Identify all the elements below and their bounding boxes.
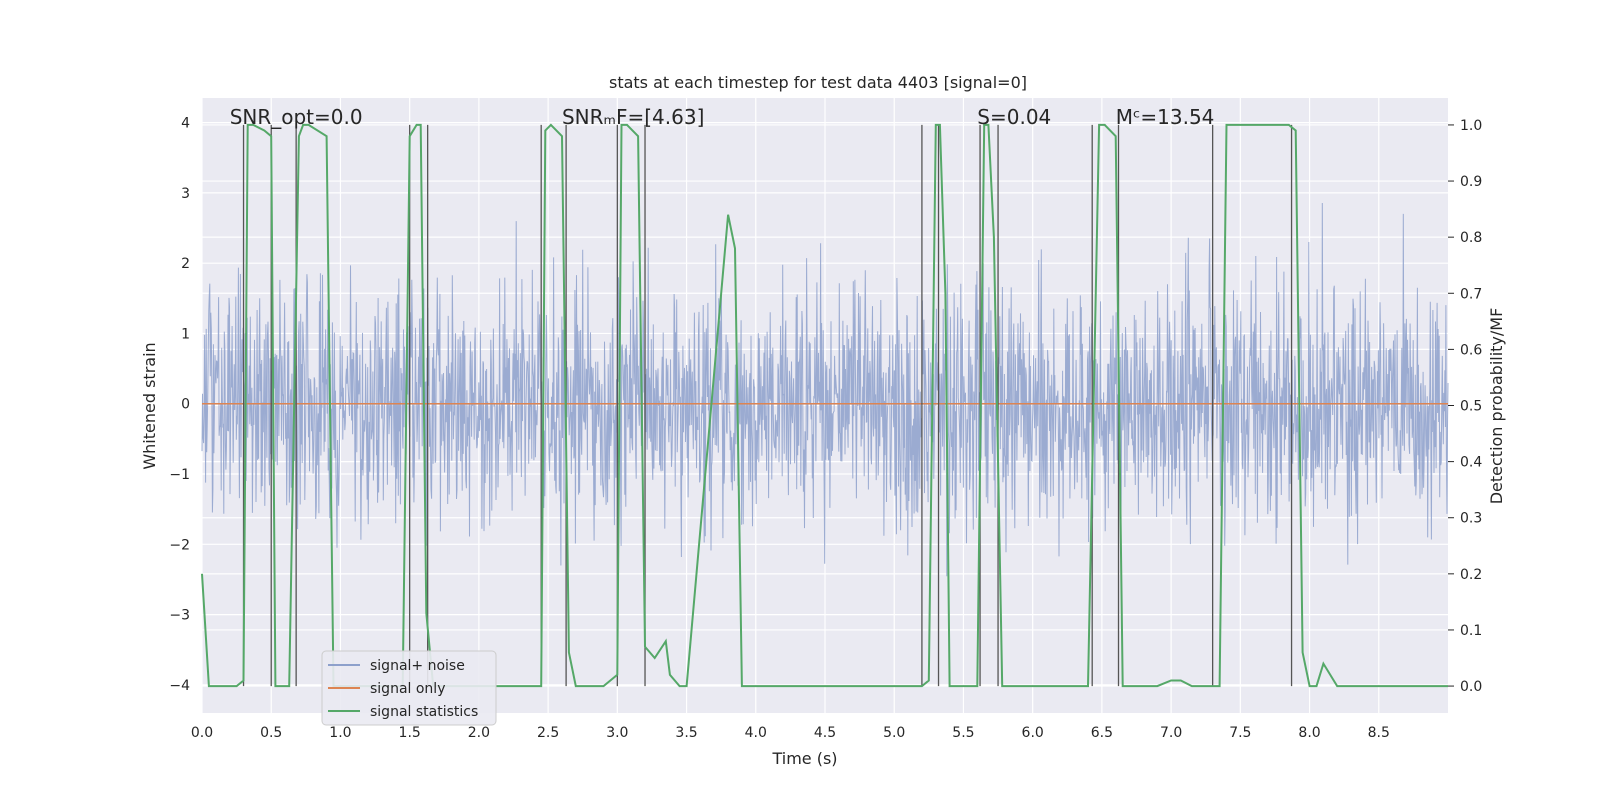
y2-tick-label: 0.0 — [1460, 679, 1482, 695]
y-axis-ticks: −4 −3 −2 −1 0 1 2 3 4 — [169, 116, 190, 694]
y2-tick-label: 0.5 — [1460, 399, 1482, 415]
annotations: SNR_opt=0.0 SNRₘF=[4.63] S=0.04 Mᶜ=13.54 — [230, 105, 1215, 129]
y2-tick-label: 0.2 — [1460, 567, 1482, 583]
y-tick-label: −4 — [169, 678, 190, 694]
chart-title: stats at each timestep for test data 440… — [609, 73, 1027, 92]
y-axis-label: Whitened strain — [140, 342, 159, 469]
y-tick-label: 2 — [181, 256, 190, 272]
x-tick-label: 7.0 — [1160, 725, 1182, 741]
annotation-text: S=0.04 — [977, 105, 1051, 129]
x-tick-label: 6.5 — [1091, 725, 1113, 741]
x-tick-label: 5.5 — [952, 725, 974, 741]
y2-axis-ticks: 0.0 0.1 0.2 0.3 0.4 0.5 0.6 0.7 0.8 0.9 1.0 — [1448, 118, 1482, 695]
y2-tick-label: 0.4 — [1460, 455, 1482, 471]
annotation-text: Mᶜ=13.54 — [1116, 105, 1215, 129]
x-tick-label: 1.5 — [399, 725, 421, 741]
annotation-text: SNR_opt=0.0 — [230, 105, 363, 129]
plot-area — [201, 98, 1449, 713]
y2-tick-label: 0.1 — [1460, 623, 1482, 639]
x-tick-label: 0.0 — [191, 725, 213, 741]
legend-entry: signal statistics — [370, 704, 478, 720]
x-tick-label: 1.0 — [329, 725, 351, 741]
x-tick-label: 6.0 — [1022, 725, 1044, 741]
y-tick-label: 4 — [181, 116, 190, 132]
y-tick-label: −3 — [169, 608, 190, 624]
legend: signal+ noise signal only signal statistic… — [321, 650, 497, 726]
legend-entry: signal only — [370, 681, 445, 697]
legend-entry: signal+ noise — [370, 658, 465, 674]
signal-statistics-line — [201, 123, 1448, 688]
x-tick-label: 4.0 — [745, 725, 767, 741]
y2-tick-label: 0.6 — [1460, 342, 1482, 358]
x-tick-label: 0.5 — [260, 725, 282, 741]
x-tick-label: 3.5 — [675, 725, 697, 741]
x-tick-label: 5.0 — [883, 725, 905, 741]
x-tick-label: 2.0 — [468, 725, 490, 741]
signal-statistics-series — [201, 123, 1448, 688]
annotation-text: SNRₘF=[4.63] — [562, 105, 704, 129]
y2-axis-label: Detection probability/MF — [1487, 308, 1506, 505]
y2-tick-label: 1.0 — [1460, 118, 1482, 134]
y2-tick-label: 0.9 — [1460, 174, 1482, 190]
x-tick-label: 7.5 — [1229, 725, 1251, 741]
legend-box — [321, 650, 497, 726]
y-tick-label: −1 — [169, 467, 190, 483]
x-axis-ticks: 0.0 0.5 1.0 1.5 2.0 2.5 3.0 3.5 4.0 4.5 5.0 5.5 6.0 6… — [191, 725, 1390, 741]
y-tick-label: 3 — [181, 186, 190, 202]
y-tick-label: −2 — [169, 537, 190, 553]
y2-tick-label: 0.3 — [1460, 511, 1482, 527]
x-axis-label: Time (s) — [771, 749, 837, 768]
x-tick-label: 8.5 — [1368, 725, 1390, 741]
y-tick-label: 0 — [181, 397, 190, 413]
x-tick-label: 3.0 — [606, 725, 628, 741]
y2-tick-label: 0.7 — [1460, 286, 1482, 302]
x-tick-label: 8.0 — [1298, 725, 1320, 741]
x-tick-label: 4.5 — [814, 725, 836, 741]
x-tick-label: 2.5 — [537, 725, 559, 741]
y-tick-label: 1 — [181, 326, 190, 342]
y2-tick-label: 0.8 — [1460, 230, 1482, 246]
